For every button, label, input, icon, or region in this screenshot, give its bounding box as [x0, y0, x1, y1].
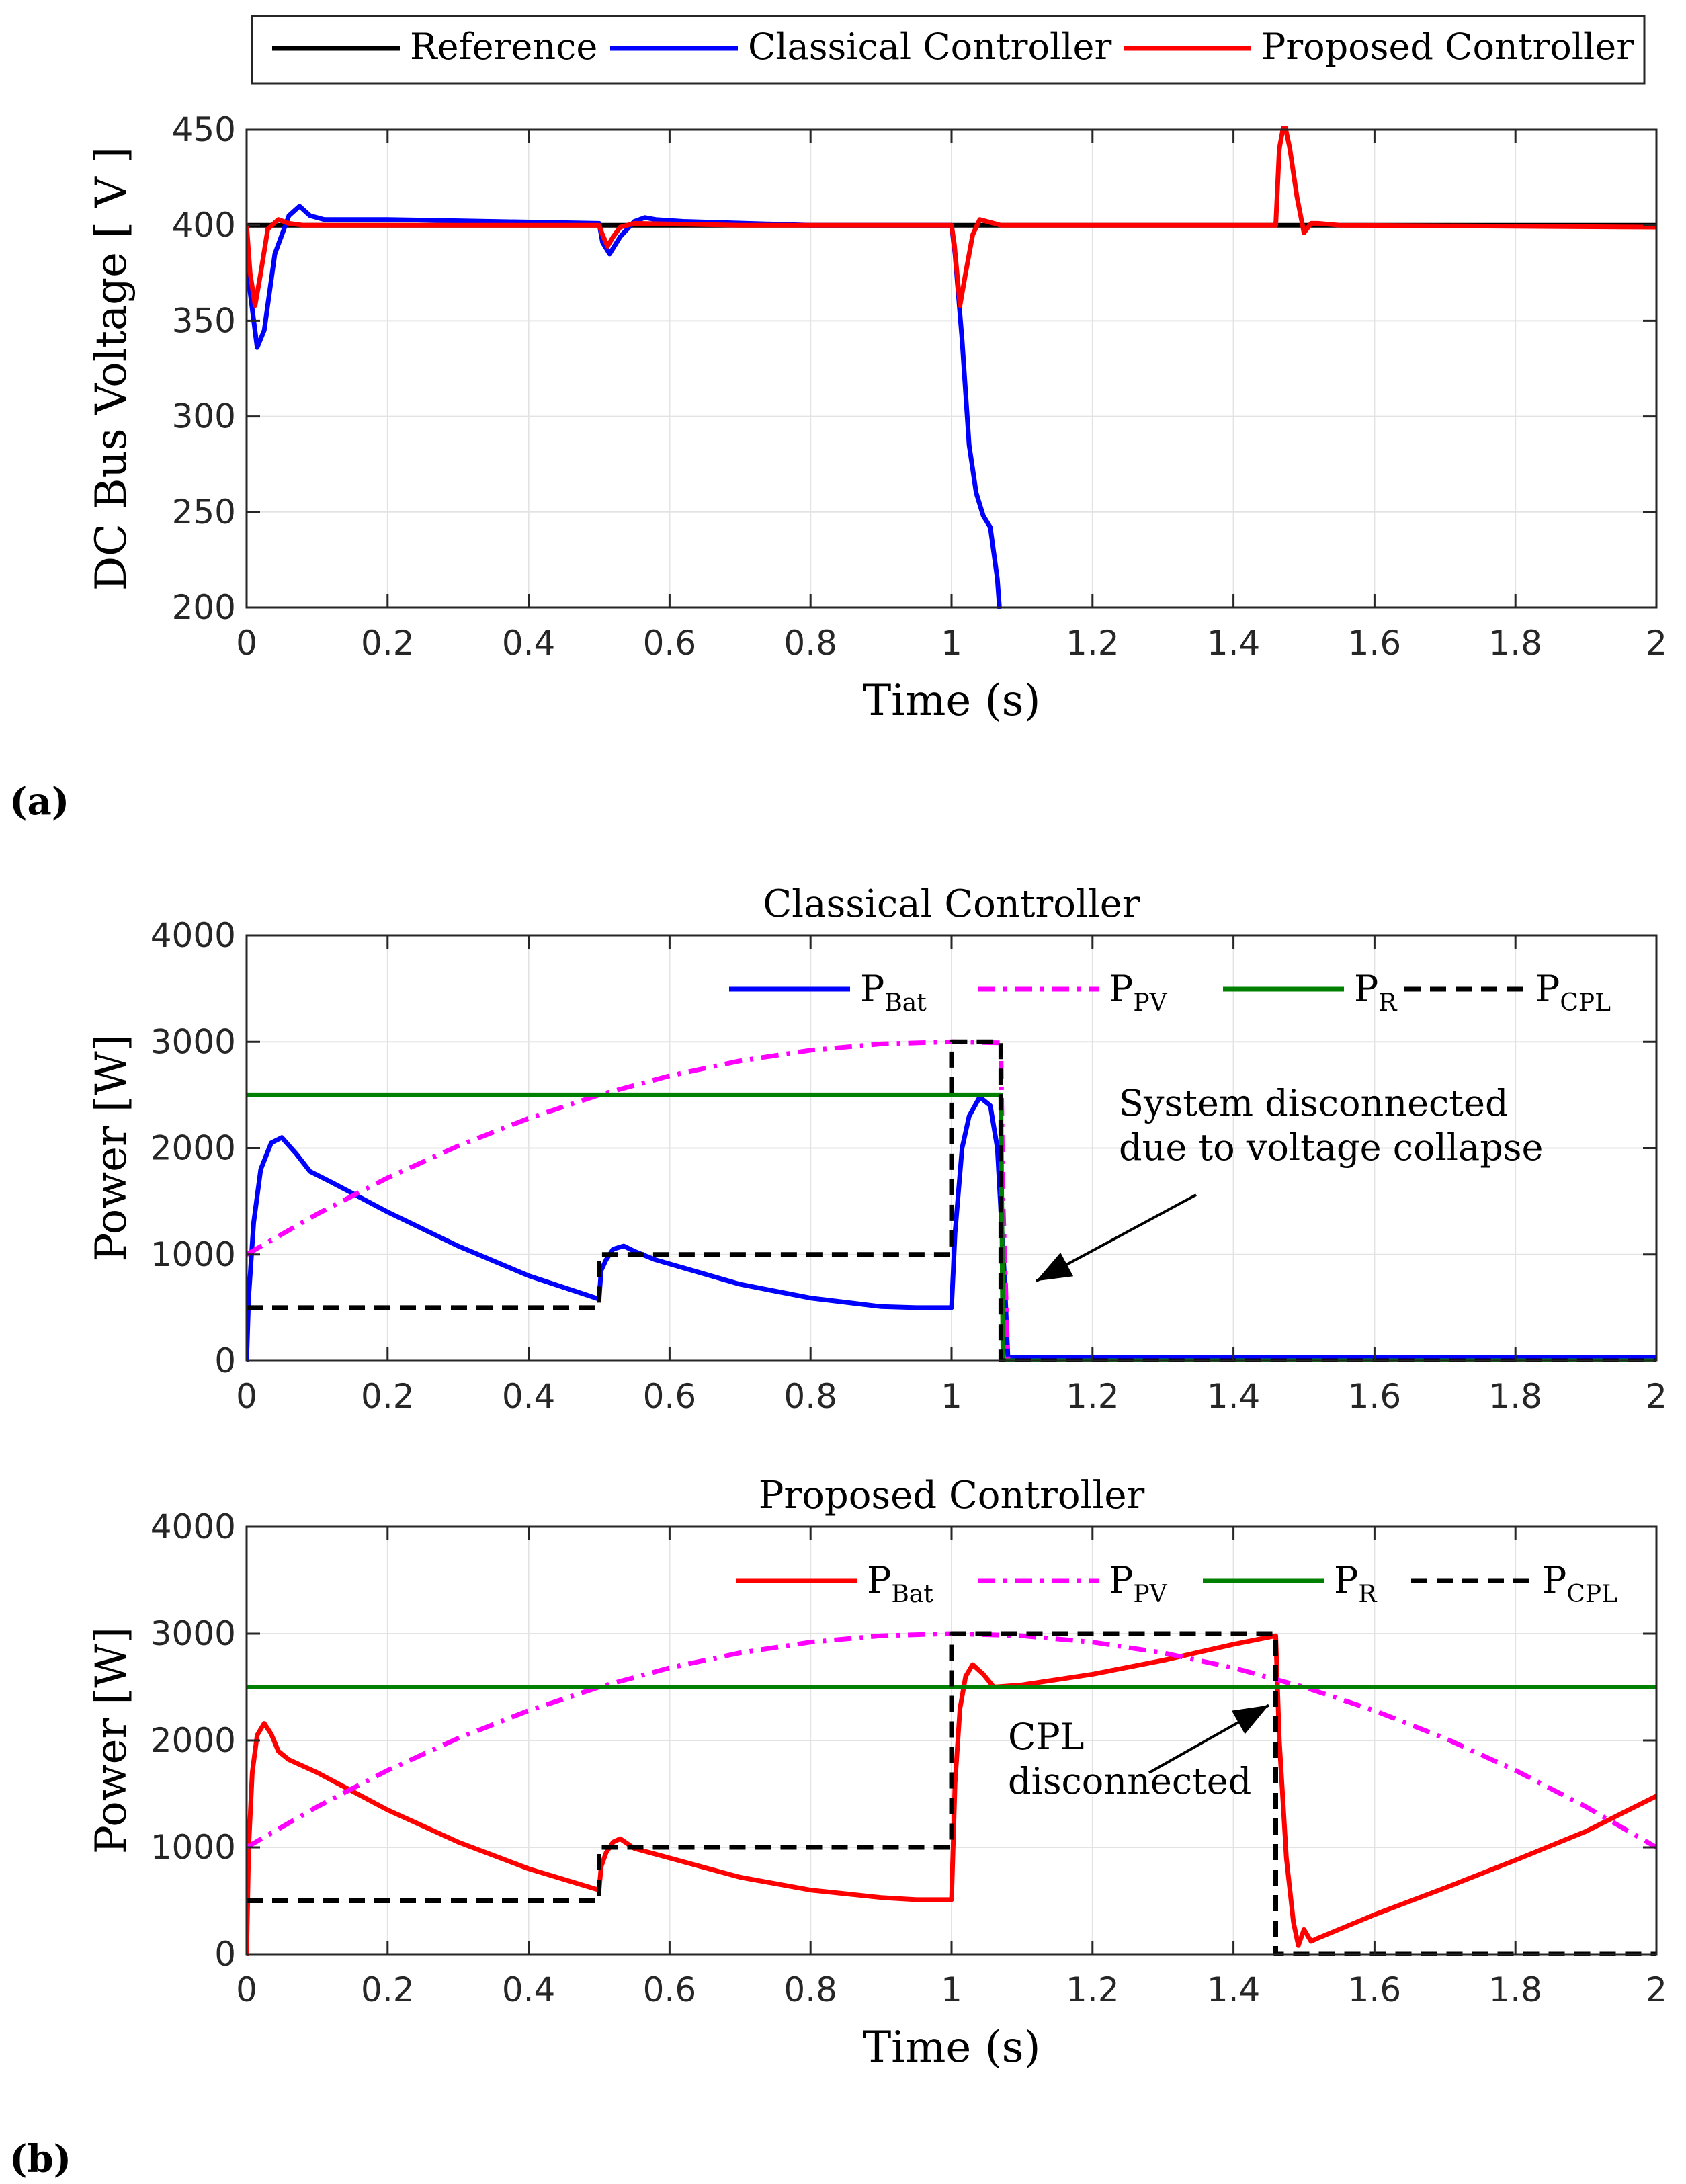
panel-b-proposed: 0 0.2 0.4 0.6 0.8 1 1.2 1.4 1.6 1.8 2 0 1000 2000 3000…	[87, 1474, 1667, 2072]
legend-label: PPV	[1109, 1559, 1168, 1608]
x-tick-label: 1	[941, 1970, 962, 2009]
y-tick-label: 2000	[151, 1129, 236, 1168]
series-line-p-bat	[247, 1633, 1656, 1956]
y-tick-label: 4000	[151, 916, 236, 955]
y-tick-label: 1000	[151, 1828, 236, 1867]
y-tick-label: 2000	[151, 1721, 236, 1760]
annotation-arrowhead	[1231, 1705, 1269, 1734]
legend-label: PR	[1334, 1559, 1377, 1608]
series-line-proposed-controller	[247, 126, 1656, 308]
y-tick-label: 0	[214, 1341, 236, 1380]
y-tick-label: 4000	[151, 1507, 236, 1546]
x-tick-label: 0.6	[643, 1377, 697, 1416]
y-axis-label: Power [W]	[87, 1627, 136, 1854]
panel-label-b: (b)	[9, 2137, 71, 2181]
y-tick-label: 400	[172, 206, 236, 245]
chart-title: Proposed Controller	[759, 1474, 1145, 1517]
y-tick-label: 3000	[151, 1022, 236, 1061]
legend-label: PPV	[1109, 968, 1168, 1017]
y-axis-label: Power [W]	[87, 1034, 136, 1261]
x-tick-label: 1.8	[1488, 1970, 1542, 2009]
panel-a: 0 0.2 0.4 0.6 0.8 1 1.2 1.4 1.6 1.8 2 200 250 300 350 4…	[87, 15, 1667, 726]
series-line-p-cpl	[247, 1039, 1656, 1362]
x-tick-label: 0.2	[361, 1377, 415, 1416]
annotation-text: disconnected	[1008, 1760, 1251, 1802]
x-tick-label: 1.2	[1066, 1377, 1120, 1416]
y-tick-label: 3000	[151, 1614, 236, 1653]
x-tick-label: 1.6	[1348, 1970, 1402, 2009]
x-tick-label: 1.2	[1066, 1970, 1120, 2009]
x-tick-label: 1	[941, 624, 962, 663]
x-tick-label: 0.2	[361, 1970, 415, 2009]
x-tick-label: 1.4	[1207, 624, 1261, 663]
y-tick-label: 200	[172, 588, 236, 627]
y-tick-label: 0	[214, 1935, 236, 1974]
x-axis-label: Time (s)	[863, 676, 1041, 726]
series-group	[247, 1631, 1656, 1956]
x-tick-label: 0.2	[361, 624, 415, 663]
x-tick-label: 0.4	[502, 624, 556, 663]
panel-b-classical: 0 0.2 0.4 0.6 0.8 1 1.2 1.4 1.6 1.8 2 0 1000 2000 3000…	[87, 882, 1667, 1416]
x-tick-label: 0	[236, 624, 257, 663]
legend-label: PCPL	[1535, 968, 1611, 1017]
y-tick-label: 300	[172, 397, 236, 436]
annotation-arrowhead	[1036, 1253, 1074, 1282]
series-line-classical-controller	[247, 204, 1002, 609]
annotation-text: CPL	[1008, 1716, 1085, 1758]
annotation-text: due to voltage collapse	[1119, 1126, 1543, 1169]
x-tick-label: 2	[1646, 624, 1667, 663]
y-tick-label: 1000	[151, 1235, 236, 1274]
legend-label: PCPL	[1542, 1559, 1617, 1608]
x-tick-label: 0.8	[784, 1970, 837, 2009]
x-tick-label: 0.6	[643, 1970, 697, 2009]
x-tick-label: 1.8	[1488, 1377, 1542, 1416]
x-tick-label: 1.8	[1488, 624, 1542, 663]
x-tick-label: 1.6	[1348, 1377, 1402, 1416]
legend-label: PR	[1354, 968, 1397, 1017]
legend-label: Reference	[410, 26, 597, 68]
y-axis-label: DC Bus Voltage [ V ]	[87, 146, 136, 591]
x-tick-label: 0.6	[643, 624, 697, 663]
legend-box	[251, 15, 1646, 85]
x-tick-label: 2	[1646, 1377, 1667, 1416]
y-tick-label: 250	[172, 493, 236, 532]
series-group	[247, 126, 1656, 609]
x-tick-label: 0.8	[784, 1377, 837, 1416]
series-line-p-cpl	[247, 1631, 1656, 1956]
x-tick-label: 1	[941, 1377, 962, 1416]
legend-label: Proposed Controller	[1261, 26, 1634, 68]
panel-label-a: (a)	[9, 780, 69, 824]
x-tick-label: 2	[1646, 1970, 1667, 2009]
x-tick-label: 0.4	[502, 1970, 556, 2009]
legend-label: PBat	[860, 968, 927, 1017]
x-axis-label: Time (s)	[863, 2023, 1041, 2072]
x-tick-label: 1.6	[1348, 624, 1402, 663]
x-tick-label: 0	[236, 1377, 257, 1416]
x-tick-label: 1.2	[1066, 624, 1120, 663]
chart-title: Classical Controller	[763, 882, 1140, 926]
x-tick-label: 1.4	[1207, 1377, 1261, 1416]
annotation-text: System disconnected	[1119, 1082, 1509, 1124]
y-tick-label: 450	[172, 110, 236, 149]
legend-label: Classical Controller	[748, 26, 1111, 68]
legend-label: PBat	[867, 1559, 933, 1608]
x-tick-label: 0.8	[784, 624, 837, 663]
x-tick-label: 0	[236, 1970, 257, 2009]
x-tick-label: 0.4	[502, 1377, 556, 1416]
x-tick-label: 1.4	[1207, 1970, 1261, 2009]
y-tick-label: 350	[172, 301, 236, 340]
